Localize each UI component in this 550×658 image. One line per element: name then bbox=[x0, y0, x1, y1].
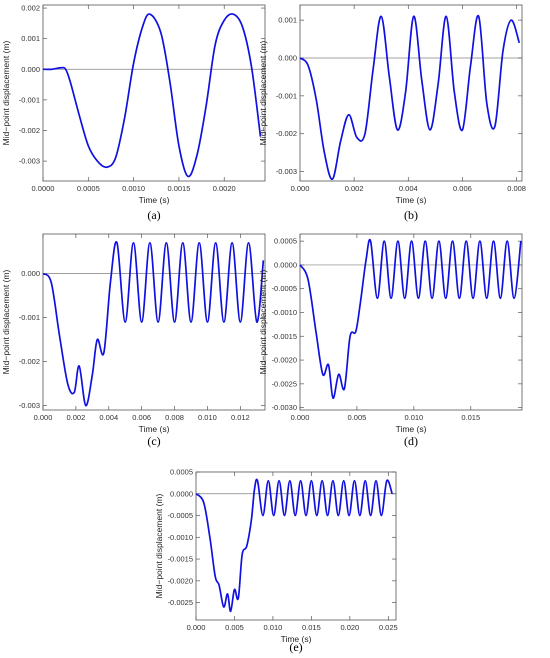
y-tick-label: -0.0005 bbox=[272, 284, 297, 293]
y-tick-label: 0.0005 bbox=[274, 237, 297, 246]
y-tick-label: -0.002 bbox=[19, 357, 40, 366]
x-axis-label: Time (s) bbox=[396, 195, 427, 205]
x-tick-label: 0.025 bbox=[379, 623, 398, 632]
y-tick-label: -0.0010 bbox=[272, 308, 297, 317]
plot-frame bbox=[42, 233, 266, 411]
panel-caption: (e) bbox=[289, 640, 302, 654]
x-tick-label: 0.0020 bbox=[213, 184, 236, 193]
panel-a: 0.0000 0.0005 0.0010 0.0015 0.0020 0.002 0.001… bbox=[1, 4, 266, 222]
y-tick-label: -0.003 bbox=[19, 157, 40, 166]
y-tick-label: 0.0005 bbox=[170, 468, 193, 477]
plot-frame bbox=[299, 4, 523, 182]
y-tick-label: -0.0010 bbox=[168, 533, 193, 542]
y-tick-label: 0.000 bbox=[278, 53, 297, 62]
y-tick-label: -0.0020 bbox=[168, 576, 193, 585]
x-tick-label: 0.0005 bbox=[77, 184, 100, 193]
x-tick-label: 0.015 bbox=[461, 413, 480, 422]
y-axis-label: Mid−point displacement (m) bbox=[258, 270, 268, 375]
series-line bbox=[299, 15, 521, 180]
x-tick-label: 0.004 bbox=[99, 413, 118, 422]
x-tick-label: 0.000 bbox=[291, 184, 310, 193]
y-tick-label: -0.0025 bbox=[168, 598, 193, 607]
plot-frame bbox=[195, 471, 397, 621]
y-tick-label: 0.000 bbox=[21, 269, 40, 278]
plot-frame bbox=[42, 4, 266, 182]
y-axis-label: Mid−point displacement (m) bbox=[1, 270, 11, 375]
y-tick-label: -0.0015 bbox=[168, 555, 193, 564]
y-tick-label: 0.0000 bbox=[274, 260, 297, 269]
x-tick-label: 0.000 bbox=[34, 413, 53, 422]
y-tick-label: 0.001 bbox=[21, 34, 40, 43]
y-tick-label: -0.003 bbox=[19, 401, 40, 410]
panel-d: 0.000 0.005 0.010 0.015 0.0005 0.0000 -0.0005 -… bbox=[258, 233, 523, 448]
x-tick-label: 0.004 bbox=[399, 184, 418, 193]
x-tick-label: 0.000 bbox=[187, 623, 206, 632]
x-tick-label: 0.006 bbox=[132, 413, 151, 422]
y-tick-label: -0.001 bbox=[276, 91, 297, 100]
series-line bbox=[42, 241, 265, 407]
x-axis-label: Time (s) bbox=[396, 424, 427, 434]
x-tick-label: 0.000 bbox=[291, 413, 310, 422]
y-tick-label: -0.0030 bbox=[272, 403, 297, 412]
x-tick-label: 0.006 bbox=[453, 184, 472, 193]
y-tick-label: -0.0020 bbox=[272, 356, 297, 365]
x-tick-label: 0.005 bbox=[348, 413, 367, 422]
y-tick-label: 0.002 bbox=[21, 4, 40, 13]
panel-caption: (d) bbox=[404, 434, 418, 448]
y-tick-label: 0.0000 bbox=[170, 489, 193, 498]
series-line bbox=[42, 13, 262, 178]
x-tick-label: 0.0000 bbox=[32, 184, 55, 193]
x-tick-label: 0.010 bbox=[264, 623, 283, 632]
x-tick-label: 0.008 bbox=[507, 184, 526, 193]
x-tick-label: 0.0015 bbox=[167, 184, 190, 193]
x-tick-label: 0.020 bbox=[340, 623, 359, 632]
plot-frame bbox=[299, 233, 523, 411]
y-tick-label: -0.001 bbox=[19, 95, 40, 104]
y-axis-label: Mid−point displacement (m) bbox=[1, 41, 11, 146]
panel-caption: (a) bbox=[147, 208, 160, 222]
panel-caption: (c) bbox=[147, 434, 160, 448]
panel-e: 0.000 0.005 0.010 0.015 0.020 0.025 0.0005 0.00… bbox=[154, 468, 398, 655]
y-tick-label: -0.001 bbox=[19, 313, 40, 322]
y-tick-label: -0.003 bbox=[276, 167, 297, 176]
panel-c: 0.000 0.002 0.004 0.006 0.008 0.010 0.012 0.000… bbox=[1, 233, 266, 448]
y-tick-label: -0.0015 bbox=[272, 332, 297, 341]
x-tick-label: 0.005 bbox=[225, 623, 244, 632]
x-tick-label: 0.010 bbox=[404, 413, 423, 422]
y-tick-label: 0.001 bbox=[278, 16, 297, 25]
y-tick-label: -0.0025 bbox=[272, 379, 297, 388]
x-tick-label: 0.012 bbox=[231, 413, 250, 422]
x-tick-label: 0.0010 bbox=[122, 184, 145, 193]
y-tick-label: -0.002 bbox=[19, 126, 40, 135]
series-line bbox=[299, 238, 522, 399]
y-tick-label: -0.002 bbox=[276, 129, 297, 138]
x-axis-label: Time (s) bbox=[139, 195, 170, 205]
x-tick-label: 0.002 bbox=[345, 184, 364, 193]
y-axis-label: Mid−point displacement (m) bbox=[258, 41, 268, 146]
series-line bbox=[195, 478, 393, 613]
x-axis-label: Time (s) bbox=[281, 634, 312, 644]
x-tick-label: 0.010 bbox=[198, 413, 217, 422]
panel-caption: (b) bbox=[404, 208, 418, 222]
x-tick-label: 0.015 bbox=[302, 623, 321, 632]
y-tick-label: -0.0005 bbox=[168, 511, 193, 520]
y-axis-label: Mid−point displacement (m) bbox=[154, 494, 164, 599]
x-axis-label: Time (s) bbox=[139, 424, 170, 434]
x-tick-label: 0.002 bbox=[66, 413, 85, 422]
panel-b: 0.000 0.002 0.004 0.006 0.008 0.001 0.000 -0.00… bbox=[258, 4, 526, 222]
y-tick-label: 0.000 bbox=[21, 65, 40, 74]
x-tick-label: 0.008 bbox=[165, 413, 184, 422]
